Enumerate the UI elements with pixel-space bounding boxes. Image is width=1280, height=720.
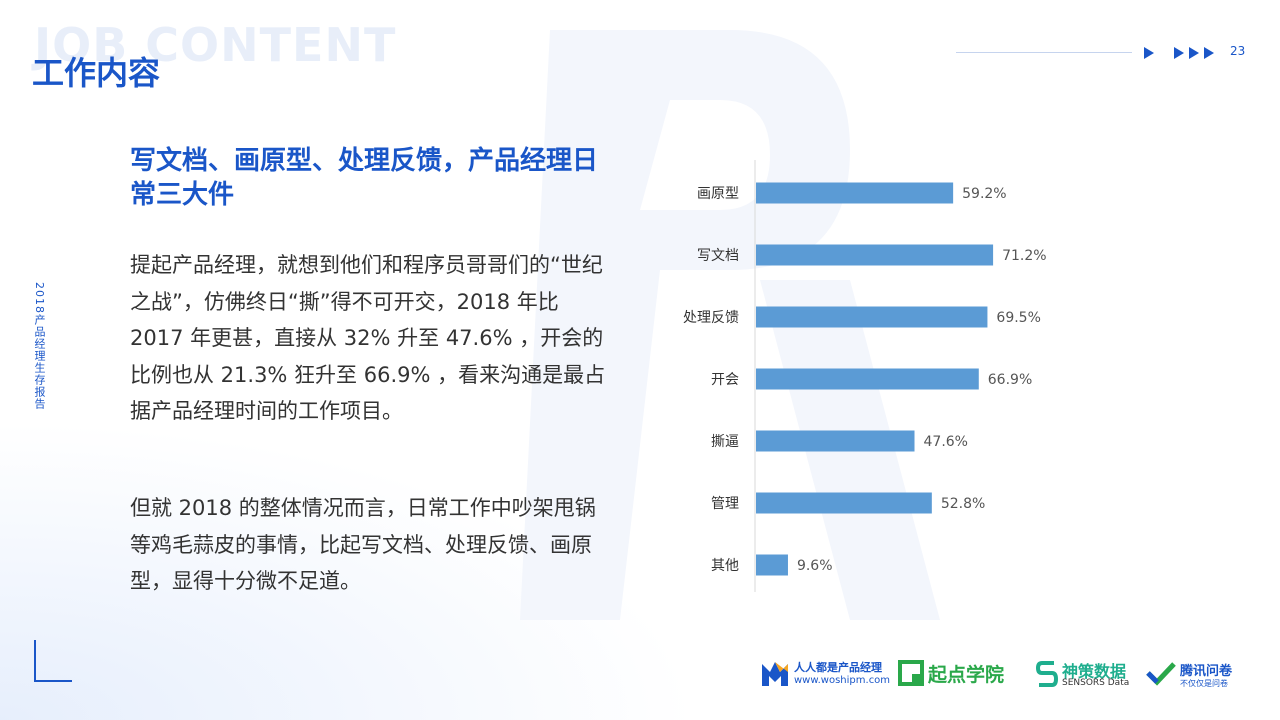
logo-sensors: 神策数据 SENSORS Data [1036,656,1146,692]
bar [756,430,915,452]
value-label: 66.9% [988,372,1032,388]
logo-sensors-sub: SENSORS Data [1062,678,1130,688]
bar [756,182,954,204]
qidian-logo-icon [898,660,924,686]
logo-tencent-wj-sub: 不仅仅是问卷 [1180,679,1228,688]
woshipm-logo-icon [762,662,788,686]
logo-woshipm-name: 人人都是产品经理 [794,661,882,674]
header-divider [956,52,1132,53]
bar [756,306,988,328]
logo-woshipm-url: www.woshipm.com [794,675,891,686]
logo-qidian: 起点学院 [898,656,1028,692]
logo-woshipm: 人人都是产品经理 www.woshipm.com [760,656,890,692]
arrow-right-icon [1144,47,1154,59]
header-background-text: JOB CONTENT [34,18,397,72]
logo-tencent-wj-name: 腾讯问卷 [1180,664,1233,679]
bar [756,368,979,390]
body-paragraph: 但就 2018 的整体情况而言，日常工作中吵架甩锅等鸡毛蒜皮的事情，比起写文档、… [130,496,596,593]
bar [756,244,994,266]
value-label: 59.2% [962,186,1006,202]
page-title: 工作内容 [32,54,161,92]
category-label: 写文档 [697,248,739,264]
bar-chart: 画原型 59.2% 写文档 71.2% 处理反馈 69.5% 开会 66.9% 撕逼 47.6% 管… [683,160,1047,592]
value-label: 9.6% [797,558,833,574]
value-label: 52.8% [941,496,985,512]
report-side-label: 2018产品经理生存报告 [33,282,46,410]
arrow-right-icon [1189,47,1199,59]
tencent-wj-logo-icon [1146,662,1176,686]
logo-qidian-name: 起点学院 [928,664,1005,686]
corner-decoration [34,640,36,682]
logo-sensors-name: 神策数据 [1062,662,1127,681]
category-label: 撕逼 [711,434,739,450]
logo-tencent-wj: 腾讯问卷 不仅仅是问卷 [1146,656,1256,692]
value-label: 69.5% [996,310,1040,326]
category-label: 管理 [711,496,739,512]
bar [756,554,788,576]
page-number: 23 [1230,44,1246,58]
category-label: 开会 [711,372,739,388]
value-label: 47.6% [924,434,968,450]
arrow-right-icon [1204,47,1214,59]
category-label: 画原型 [697,186,739,202]
section-headline: 写文档、画原型、处理反馈，产品经理日常三大件 [130,146,599,210]
category-label: 处理反馈 [683,310,739,326]
sensors-logo-icon [1036,661,1058,687]
category-label: 其他 [711,558,739,574]
partner-logos: 人人都是产品经理 www.woshipm.com 起点学院 神策数据 SENSO… [760,656,1260,692]
arrow-right-icon [1174,47,1184,59]
value-label: 71.2% [1002,248,1046,264]
body-paragraph: 提起产品经理，就想到他们和程序员哥哥们的“世纪之战”，仿佛终日“撕”得不可开交，… [130,253,606,423]
bar [756,492,932,514]
corner-decoration [34,680,72,682]
